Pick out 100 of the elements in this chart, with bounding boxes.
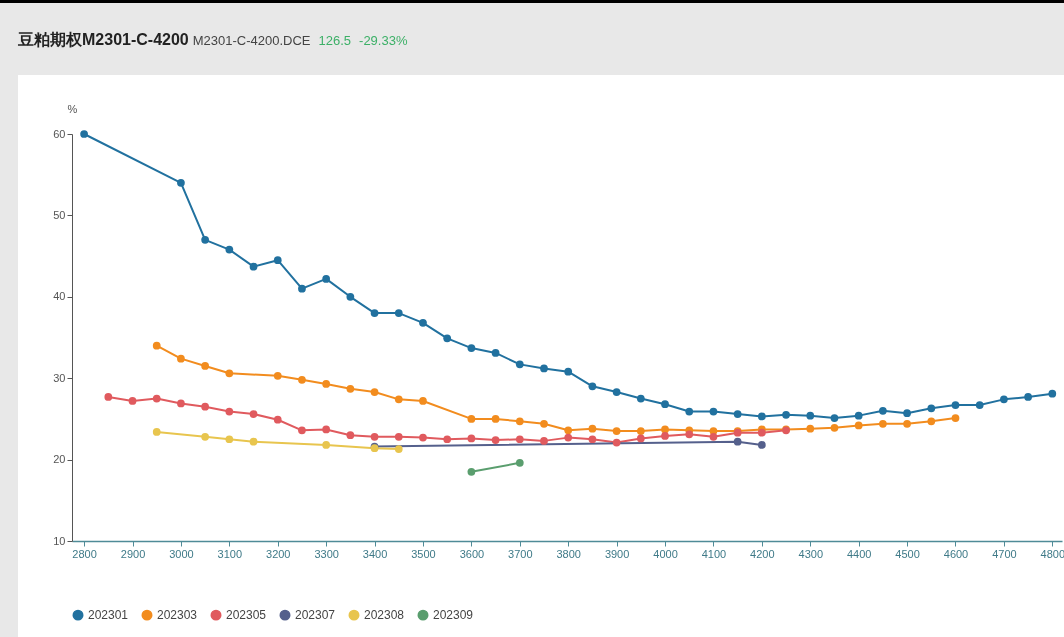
x-tick-label: 3800 [556, 547, 581, 560]
point [927, 417, 936, 426]
point [564, 433, 573, 442]
point [782, 410, 790, 419]
point [975, 401, 984, 409]
point [467, 344, 476, 352]
x-tick-label: 2900 [120, 547, 146, 560]
point [830, 414, 839, 422]
point [346, 431, 355, 440]
point [1048, 389, 1057, 398]
point [564, 426, 573, 435]
point [201, 402, 209, 411]
point [419, 433, 427, 442]
point [346, 292, 355, 301]
point [370, 309, 379, 317]
point [443, 334, 452, 343]
point [201, 432, 209, 441]
point [273, 256, 282, 265]
point [1000, 395, 1008, 404]
point [685, 407, 694, 416]
point [152, 428, 161, 436]
x-tick-label: 3900 [604, 547, 630, 560]
point [394, 445, 403, 453]
point [467, 415, 476, 423]
point [249, 437, 258, 446]
point [927, 404, 936, 413]
point [346, 384, 355, 393]
point [491, 415, 500, 423]
point [879, 419, 887, 428]
point [443, 435, 452, 444]
x-tick-label: 2800 [72, 547, 97, 560]
point [177, 354, 185, 363]
x-tick-label: 4200 [750, 547, 775, 560]
point [564, 367, 573, 376]
x-tick-label: 3500 [411, 547, 436, 560]
point [419, 397, 427, 405]
point [540, 437, 548, 445]
x-tick-label: 4100 [701, 547, 727, 560]
point [249, 410, 258, 418]
point [636, 434, 645, 443]
point [733, 437, 742, 446]
x-tick-label: 3700 [508, 547, 533, 560]
point [685, 430, 694, 439]
x-tick-label: 4700 [992, 547, 1017, 560]
point [515, 417, 524, 426]
point [661, 400, 669, 409]
point [951, 401, 960, 409]
legend-label: 202303 [157, 608, 198, 623]
point [903, 419, 911, 428]
y-tick-label: 10 [53, 534, 66, 547]
x-tick-label: 4600 [943, 547, 969, 560]
legend-label: 202301 [88, 608, 129, 623]
point [80, 130, 88, 138]
point [830, 423, 839, 432]
x-tick-label: 4500 [895, 547, 920, 560]
point [636, 394, 645, 403]
x-tick-label: 3200 [266, 547, 291, 560]
x-tick-label: 3100 [217, 547, 243, 560]
point [588, 424, 597, 433]
x-tick-label: 3400 [362, 547, 388, 560]
point [322, 275, 331, 283]
point [152, 394, 161, 403]
point [515, 435, 524, 444]
point [201, 235, 209, 244]
x-tick-label: 3300 [314, 547, 339, 560]
legend-label: 202307 [295, 608, 336, 623]
point [177, 178, 185, 187]
point [540, 419, 548, 428]
chart-subtitle: M2301-C-4200.DCE [192, 33, 311, 48]
point [249, 262, 258, 271]
point [298, 284, 306, 293]
y-tick-label: 40 [53, 290, 66, 303]
text: -29.33% [359, 33, 408, 48]
point [515, 360, 524, 369]
point [370, 388, 379, 396]
x-tick-label: 4000 [653, 547, 678, 560]
point [225, 245, 234, 254]
legend-label: 202309 [433, 608, 474, 623]
point [661, 425, 669, 434]
text: 126.5 [318, 33, 352, 48]
point [588, 382, 597, 391]
point [225, 407, 234, 416]
x-tick-label: 4300 [798, 547, 824, 560]
point [709, 407, 718, 416]
point [612, 427, 621, 435]
point [419, 318, 427, 327]
point [467, 434, 476, 443]
point [854, 411, 863, 420]
point [298, 426, 306, 435]
point [394, 432, 403, 441]
point [661, 432, 669, 440]
point [854, 421, 863, 430]
point [152, 341, 161, 350]
point [298, 375, 306, 384]
point [879, 406, 887, 415]
point [104, 393, 113, 401]
point [322, 441, 331, 449]
y-tick-label: 60 [53, 127, 66, 140]
chart-title: 豆粕期权M2301-C-4200 [18, 31, 189, 48]
point [806, 424, 815, 433]
